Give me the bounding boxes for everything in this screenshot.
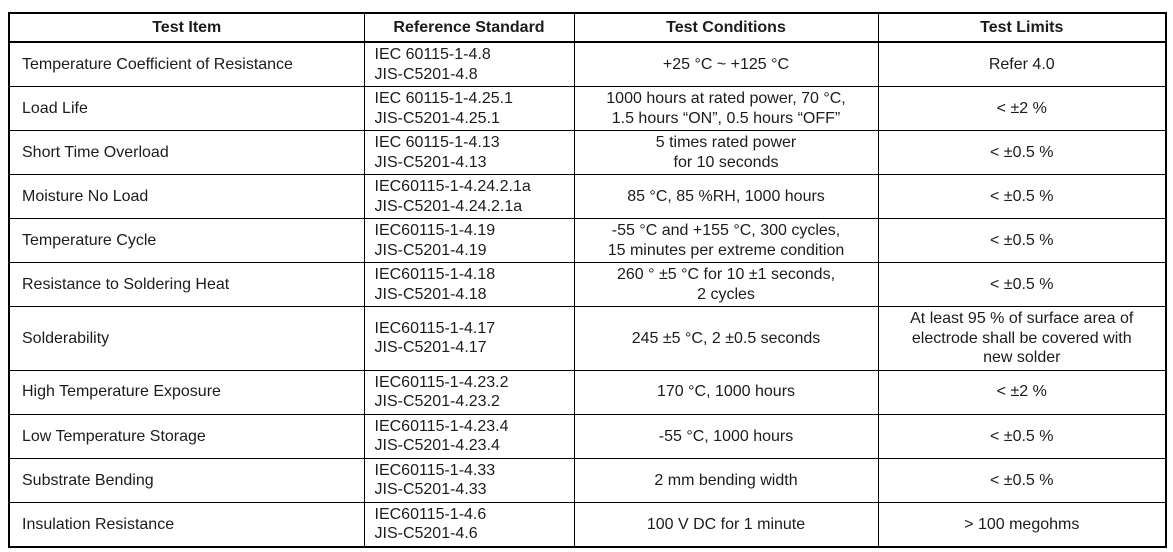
column-header-test-limits: Test Limits	[877, 12, 1167, 43]
cell-test-conditions: +25 °C ~ +125 °C	[573, 41, 879, 88]
table-row: Short Time Overload IEC 60115-1-4.13 JIS-…	[8, 130, 1167, 176]
cell-reference-standard: IEC 60115-1-4.8 JIS-C5201-4.8	[363, 41, 575, 88]
table-row: Temperature Cycle IEC60115-1-4.19 JIS-C52…	[8, 218, 1167, 264]
cell-test-item: Temperature Coefficient of Resistance	[8, 41, 365, 88]
table-row: Low Temperature Storage IEC60115-1-4.23.…	[8, 413, 1167, 459]
table-row: Solderability IEC60115-1-4.17 JIS-C5201-4…	[8, 306, 1167, 371]
column-header-test-conditions: Test Conditions	[573, 12, 879, 43]
table-row: Substrate Bending IEC60115-1-4.33 JIS-C52…	[8, 457, 1167, 503]
cell-test-limits: At least 95 % of surface area of electrod…	[877, 306, 1167, 371]
table-row: Resistance to Soldering Heat IEC60115-1-…	[8, 262, 1167, 308]
cell-reference-standard: IEC60115-1-4.18 JIS-C5201-4.18	[363, 262, 575, 308]
cell-test-limits: < ±0.5 %	[877, 130, 1167, 176]
cell-test-limits: Refer 4.0	[877, 41, 1167, 88]
cell-test-conditions: 245 ±5 °C, 2 ±0.5 seconds	[573, 306, 879, 371]
column-header-reference-standard: Reference Standard	[363, 12, 575, 43]
table-row: Temperature Coefficient of Resistance IE…	[8, 41, 1167, 88]
cell-test-conditions: -55 °C and +155 °C, 300 cycles, 15 minute…	[573, 218, 879, 264]
cell-reference-standard: IEC60115-1-4.17 JIS-C5201-4.17	[363, 306, 575, 371]
spec-table-container: Test Item Reference Standard Test Condit…	[8, 12, 1167, 548]
cell-test-limits: < ±2 %	[877, 86, 1167, 132]
cell-test-limits: < ±0.5 %	[877, 457, 1167, 503]
cell-reference-standard: IEC60115-1-4.23.2 JIS-C5201-4.23.2	[363, 369, 575, 415]
cell-reference-standard: IEC60115-1-4.24.2.1a JIS-C5201-4.24.2.1a	[363, 174, 575, 220]
spec-table-body: Temperature Coefficient of Resistance IE…	[8, 41, 1167, 548]
cell-test-limits: < ±2 %	[877, 369, 1167, 415]
cell-reference-standard: IEC60115-1-4.6 JIS-C5201-4.6	[363, 501, 575, 548]
column-header-test-item: Test Item	[8, 12, 365, 43]
cell-reference-standard: IEC60115-1-4.33 JIS-C5201-4.33	[363, 457, 575, 503]
cell-test-conditions: 1000 hours at rated power, 70 °C, 1.5 hou…	[573, 86, 879, 132]
cell-test-conditions: 100 V DC for 1 minute	[573, 501, 879, 548]
table-row: High Temperature Exposure IEC60115-1-4.2…	[8, 369, 1167, 415]
cell-test-item: Solderability	[8, 306, 365, 371]
cell-test-conditions: -55 °C, 1000 hours	[573, 413, 879, 459]
cell-test-item: Moisture No Load	[8, 174, 365, 220]
cell-reference-standard: IEC60115-1-4.23.4 JIS-C5201-4.23.4	[363, 413, 575, 459]
cell-test-limits: < ±0.5 %	[877, 218, 1167, 264]
cell-test-item: Low Temperature Storage	[8, 413, 365, 459]
table-header: Test Item Reference Standard Test Condit…	[8, 12, 1167, 43]
cell-test-limits: < ±0.5 %	[877, 413, 1167, 459]
cell-test-item: Resistance to Soldering Heat	[8, 262, 365, 308]
cell-test-item: High Temperature Exposure	[8, 369, 365, 415]
cell-test-conditions: 260 ° ±5 °C for 10 ±1 seconds, 2 cycles	[573, 262, 879, 308]
cell-reference-standard: IEC 60115-1-4.25.1 JIS-C5201-4.25.1	[363, 86, 575, 132]
cell-test-limits: < ±0.5 %	[877, 262, 1167, 308]
cell-test-conditions: 5 times rated power for 10 seconds	[573, 130, 879, 176]
cell-test-conditions: 170 °C, 1000 hours	[573, 369, 879, 415]
table-row: Insulation Resistance IEC60115-1-4.6 JIS-…	[8, 501, 1167, 548]
table-row: Load Life IEC 60115-1-4.25.1 JIS-C5201-4.…	[8, 86, 1167, 132]
cell-reference-standard: IEC 60115-1-4.13 JIS-C5201-4.13	[363, 130, 575, 176]
test-specifications-table: Test Item Reference Standard Test Condit…	[8, 12, 1167, 548]
cell-test-item: Temperature Cycle	[8, 218, 365, 264]
cell-test-item: Load Life	[8, 86, 365, 132]
table-header-row: Test Item Reference Standard Test Condit…	[8, 12, 1167, 43]
cell-test-item: Short Time Overload	[8, 130, 365, 176]
cell-reference-standard: IEC60115-1-4.19 JIS-C5201-4.19	[363, 218, 575, 264]
cell-test-limits: < ±0.5 %	[877, 174, 1167, 220]
cell-test-item: Substrate Bending	[8, 457, 365, 503]
cell-test-item: Insulation Resistance	[8, 501, 365, 548]
cell-test-conditions: 2 mm bending width	[573, 457, 879, 503]
table-row: Moisture No Load IEC60115-1-4.24.2.1a JIS…	[8, 174, 1167, 220]
cell-test-conditions: 85 °C, 85 %RH, 1000 hours	[573, 174, 879, 220]
cell-test-limits: > 100 megohms	[877, 501, 1167, 548]
